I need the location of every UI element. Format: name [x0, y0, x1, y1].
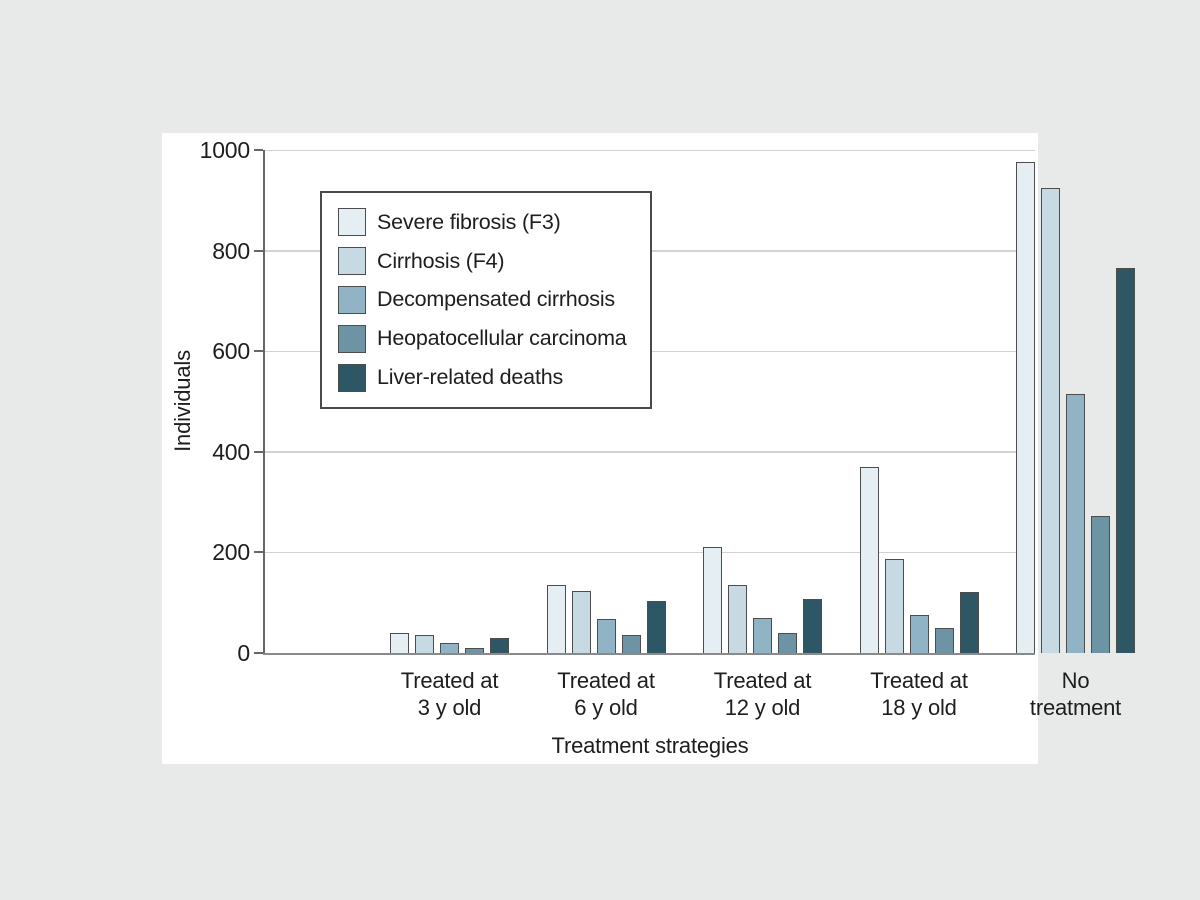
bar-g1-s1	[390, 632, 409, 653]
bar-group-5: No treatment	[997, 150, 1154, 720]
bar-g2-s1	[546, 585, 566, 653]
y-tick-label-800: 800	[212, 237, 250, 264]
bar-g1-s3	[440, 642, 459, 653]
x-category-label-1: Treated at 3 y old	[400, 668, 499, 720]
x-category-label-2: Treated at 6 y old	[557, 668, 655, 720]
legend-swatch-1	[338, 208, 366, 237]
bar-g5-s3	[1066, 393, 1085, 653]
x-axis-title: Treatment strategies	[551, 733, 749, 758]
bar-g4-s2	[884, 559, 904, 653]
y-tick-label-400: 400	[212, 438, 250, 465]
x-category-label-4: Treated at 18 y old	[870, 668, 968, 720]
bar-g4-s1	[859, 466, 879, 653]
gridline-200	[265, 551, 1035, 554]
y-tick-label-1000: 1000	[199, 137, 251, 163]
legend-item-5: Liver-related deaths	[338, 363, 642, 392]
figure-panel: Individuals 0 200 400 600 800 1000 Treated at 3…	[162, 133, 1135, 764]
bar-group-3: Treated at 12 y old	[684, 150, 841, 720]
bar-g3-s1	[703, 547, 722, 653]
bar-g5-s5	[1116, 267, 1135, 653]
legend-label-2: Cirrhosis (F4)	[377, 248, 505, 273]
legend-item-2: Cirrhosis (F4)	[338, 247, 642, 276]
bar-group-4: Treated at 18 y old	[841, 150, 998, 720]
gridline-1000	[265, 149, 1035, 151]
y-tick-0	[254, 652, 263, 654]
y-tick-1000	[254, 149, 263, 151]
bar-g5-s1	[1016, 161, 1035, 653]
bar-g3-s3	[753, 617, 772, 653]
legend-swatch-3	[338, 285, 366, 314]
bar-g5-s4	[1091, 515, 1110, 653]
legend-label-5: Liver-related deaths	[377, 365, 564, 390]
bar-g1-s2	[415, 634, 434, 653]
y-tick-600	[254, 350, 263, 353]
bar-g1-s5	[490, 637, 509, 653]
y-tick-label-200: 200	[212, 539, 250, 566]
legend-item-4: Heopatocellular carcinoma	[338, 324, 642, 353]
y-tick-400	[254, 450, 263, 453]
bar-group-2: Treated at 6 y old	[528, 150, 685, 720]
legend-label-3: Decompensated cirrhosis	[377, 287, 615, 312]
y-tick-label-0: 0	[237, 640, 250, 666]
legend-label-1: Severe fibrosis (F3)	[377, 209, 561, 234]
bar-g4-s3	[909, 614, 929, 653]
legend-swatch-2	[338, 247, 366, 276]
y-axis-line	[263, 150, 265, 653]
bar-g3-s4	[778, 632, 797, 653]
bar-g2-s2	[571, 591, 591, 653]
legend-swatch-5	[338, 363, 366, 392]
bar-g4-s4	[934, 627, 954, 653]
x-category-label-3: Treated at 12 y old	[713, 668, 812, 720]
bar-g2-s5	[646, 600, 666, 653]
bar-g3-s5	[803, 598, 822, 653]
x-category-label-5: No treatment	[1029, 668, 1122, 720]
bar-g2-s3	[596, 618, 616, 653]
y-axis-title: Individuals	[170, 350, 195, 452]
legend-label-4: Heopatocellular carcinoma	[377, 326, 627, 351]
legend-swatch-4	[338, 324, 366, 353]
gridline-400	[265, 451, 1035, 453]
y-tick-200	[254, 551, 263, 554]
bar-g5-s2	[1041, 187, 1060, 653]
legend-item-3: Decompensated cirrhosis	[338, 285, 642, 314]
x-axis-line	[263, 653, 1035, 655]
bar-group-1: Treated at 3 y old	[371, 150, 528, 720]
bar-g1-s4	[465, 648, 484, 653]
y-tick-800	[254, 249, 263, 252]
legend-item-1: Severe fibrosis (F3)	[338, 208, 642, 237]
bar-g3-s2	[728, 585, 747, 653]
legend: Severe fibrosis (F3) Cirrhosis (F4) Decomp…	[320, 191, 652, 409]
bar-g4-s5	[959, 591, 979, 653]
y-tick-label-600: 600	[212, 338, 250, 365]
bar-g2-s4	[621, 634, 641, 653]
